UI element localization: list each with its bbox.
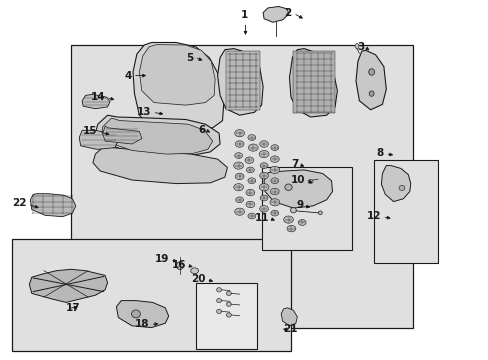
Text: 4: 4: [124, 71, 132, 81]
Ellipse shape: [216, 288, 221, 292]
Polygon shape: [263, 6, 288, 22]
Polygon shape: [133, 42, 224, 130]
Polygon shape: [281, 308, 297, 326]
Circle shape: [298, 220, 305, 225]
Circle shape: [245, 201, 254, 208]
Ellipse shape: [216, 298, 221, 303]
Circle shape: [270, 178, 278, 184]
Ellipse shape: [131, 310, 140, 318]
Circle shape: [270, 156, 279, 162]
Circle shape: [259, 141, 268, 147]
Circle shape: [259, 150, 268, 158]
Polygon shape: [93, 144, 227, 184]
Polygon shape: [102, 126, 142, 144]
Text: 19: 19: [154, 254, 168, 264]
Polygon shape: [289, 49, 337, 117]
Polygon shape: [30, 194, 76, 217]
Ellipse shape: [398, 185, 404, 190]
Text: 12: 12: [366, 211, 381, 221]
Text: 21: 21: [283, 324, 298, 334]
Circle shape: [233, 162, 243, 169]
Circle shape: [235, 197, 243, 203]
Circle shape: [269, 166, 279, 174]
Text: 11: 11: [254, 213, 268, 223]
Circle shape: [270, 145, 278, 150]
Text: 7: 7: [290, 159, 298, 169]
Text: 8: 8: [376, 148, 383, 158]
Circle shape: [235, 173, 244, 180]
Ellipse shape: [368, 91, 373, 96]
Polygon shape: [381, 166, 410, 202]
Text: 15: 15: [83, 126, 98, 136]
Circle shape: [244, 157, 253, 163]
Bar: [71, 45, 412, 328]
Circle shape: [260, 195, 267, 201]
Text: 18: 18: [134, 319, 149, 329]
Circle shape: [235, 141, 244, 147]
Circle shape: [233, 184, 243, 191]
Bar: [373, 160, 437, 263]
Polygon shape: [95, 115, 220, 156]
Polygon shape: [355, 50, 386, 110]
Polygon shape: [225, 51, 260, 110]
Circle shape: [248, 144, 258, 151]
Text: 22: 22: [12, 198, 27, 208]
Text: 6: 6: [198, 125, 205, 135]
Circle shape: [247, 178, 255, 184]
Text: 10: 10: [290, 175, 305, 185]
Text: 16: 16: [171, 260, 185, 270]
Bar: [261, 167, 351, 250]
Text: 5: 5: [185, 53, 193, 63]
Ellipse shape: [226, 291, 231, 296]
Text: 13: 13: [137, 107, 151, 117]
Text: 1: 1: [241, 10, 247, 20]
Polygon shape: [264, 170, 332, 208]
Circle shape: [260, 163, 267, 168]
Circle shape: [245, 189, 254, 196]
Circle shape: [234, 153, 242, 158]
Circle shape: [270, 210, 278, 216]
Ellipse shape: [284, 184, 291, 190]
Ellipse shape: [307, 179, 312, 184]
Polygon shape: [79, 130, 118, 149]
Circle shape: [259, 172, 268, 179]
Ellipse shape: [368, 69, 374, 75]
Circle shape: [247, 135, 255, 140]
Text: 3: 3: [356, 42, 364, 52]
Polygon shape: [29, 269, 107, 302]
Polygon shape: [102, 118, 212, 154]
Ellipse shape: [190, 268, 198, 274]
Ellipse shape: [176, 262, 183, 270]
Ellipse shape: [354, 44, 358, 49]
Circle shape: [259, 184, 268, 191]
Text: 14: 14: [90, 92, 105, 102]
Bar: [12, 239, 290, 351]
Text: 2: 2: [283, 8, 290, 18]
Text: 20: 20: [190, 274, 205, 284]
Text: 17: 17: [66, 303, 81, 313]
Ellipse shape: [318, 211, 322, 215]
Polygon shape: [116, 301, 168, 328]
Circle shape: [246, 167, 254, 173]
Polygon shape: [293, 51, 334, 113]
Circle shape: [286, 225, 295, 232]
Polygon shape: [217, 49, 263, 115]
Text: 9: 9: [295, 200, 303, 210]
Circle shape: [283, 216, 293, 223]
Ellipse shape: [226, 302, 231, 306]
Ellipse shape: [290, 207, 296, 213]
Circle shape: [269, 199, 279, 206]
Circle shape: [234, 208, 244, 215]
Polygon shape: [139, 45, 215, 105]
Ellipse shape: [226, 313, 231, 317]
Circle shape: [234, 130, 244, 137]
Circle shape: [259, 206, 268, 212]
Circle shape: [270, 188, 279, 195]
Ellipse shape: [216, 309, 221, 314]
Bar: [195, 283, 256, 349]
Polygon shape: [82, 94, 110, 109]
Circle shape: [247, 213, 255, 219]
